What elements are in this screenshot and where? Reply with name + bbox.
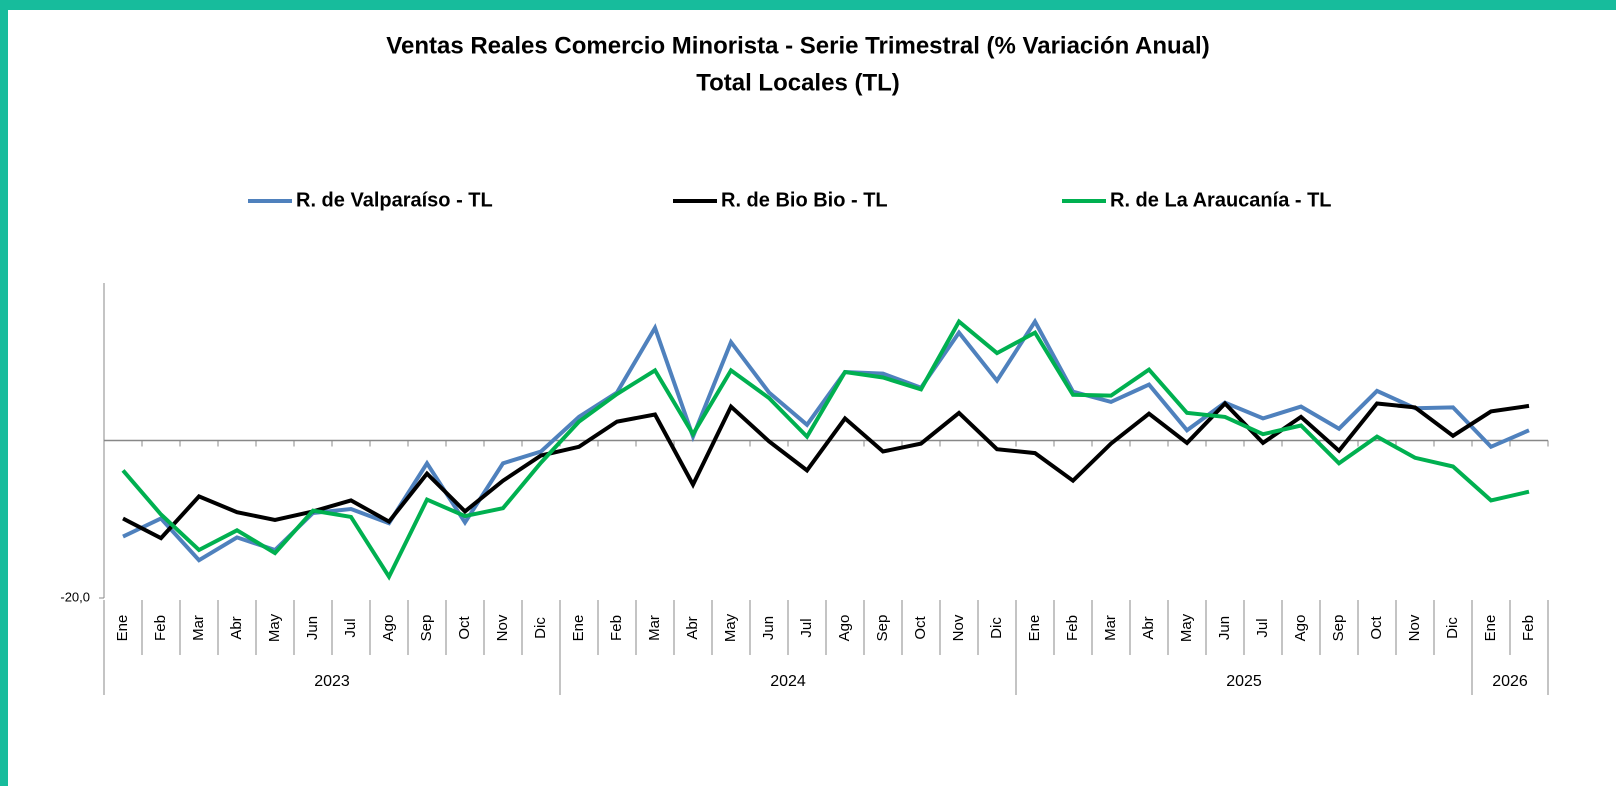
x-tick-label: Sep (1330, 615, 1347, 642)
x-tick-label: Mar (190, 615, 207, 641)
x-tick-label: Abr (684, 616, 701, 639)
year-label: 2023 (314, 673, 350, 690)
legend-label: R. de Valparaíso - TL (296, 189, 493, 211)
x-tick-label: Jul (1254, 618, 1271, 637)
x-tick-label: Jun (1216, 616, 1233, 640)
x-tick-label: Nov (1406, 614, 1423, 641)
series-line (122, 317, 1530, 563)
x-tick-label: Jul (342, 618, 359, 637)
x-tick-label: Jul (798, 618, 815, 637)
year-label: 2026 (1492, 673, 1528, 690)
x-tick-label: Feb (1064, 615, 1081, 641)
year-label: 2025 (1226, 673, 1262, 690)
x-tick-label: Ago (1292, 615, 1309, 642)
x-tick-label: May (722, 613, 739, 642)
x-tick-label: Ene (114, 615, 131, 642)
x-tick-label: Ene (1026, 615, 1043, 642)
y-tick-label: -20,0 (60, 589, 90, 604)
x-tick-label: Nov (494, 614, 511, 641)
legend-label: R. de Bio Bio - TL (721, 189, 888, 211)
x-tick-label: Sep (874, 615, 891, 642)
x-tick-label: Abr (1140, 616, 1157, 639)
x-tick-label: Feb (1520, 615, 1537, 641)
x-tick-label: Dic (532, 617, 549, 639)
x-tick-label: May (266, 613, 283, 642)
x-tick-label: Ago (380, 615, 397, 642)
x-tick-label: Nov (950, 614, 967, 641)
x-tick-label: Jun (760, 616, 777, 640)
x-tick-label: Feb (608, 615, 625, 641)
year-label: 2024 (770, 673, 806, 690)
x-tick-label: Ene (570, 615, 587, 642)
x-tick-label: Sep (418, 615, 435, 642)
series-line (122, 400, 1530, 541)
x-tick-label: May (1178, 613, 1195, 642)
x-tick-label: Jun (304, 616, 321, 640)
x-tick-label: Ago (836, 615, 853, 642)
legend-label: R. de La Araucanía - TL (1110, 189, 1332, 211)
chart-subtitle: Total Locales (TL) (696, 69, 900, 96)
x-tick-label: Feb (152, 615, 169, 641)
x-tick-label: Ene (1482, 615, 1499, 642)
x-tick-label: Oct (912, 616, 929, 640)
x-tick-label: Dic (988, 617, 1005, 639)
panel (8, 10, 1616, 786)
x-tick-label: Mar (1102, 615, 1119, 641)
x-tick-label: Mar (646, 615, 663, 641)
chart-title: Ventas Reales Comercio Minorista - Serie… (386, 32, 1209, 59)
x-tick-label: Oct (456, 616, 473, 640)
x-tick-label: Oct (1368, 616, 1385, 640)
x-tick-label: Dic (1444, 617, 1461, 639)
series-line (121, 318, 1530, 581)
x-tick-label: Abr (228, 616, 245, 639)
